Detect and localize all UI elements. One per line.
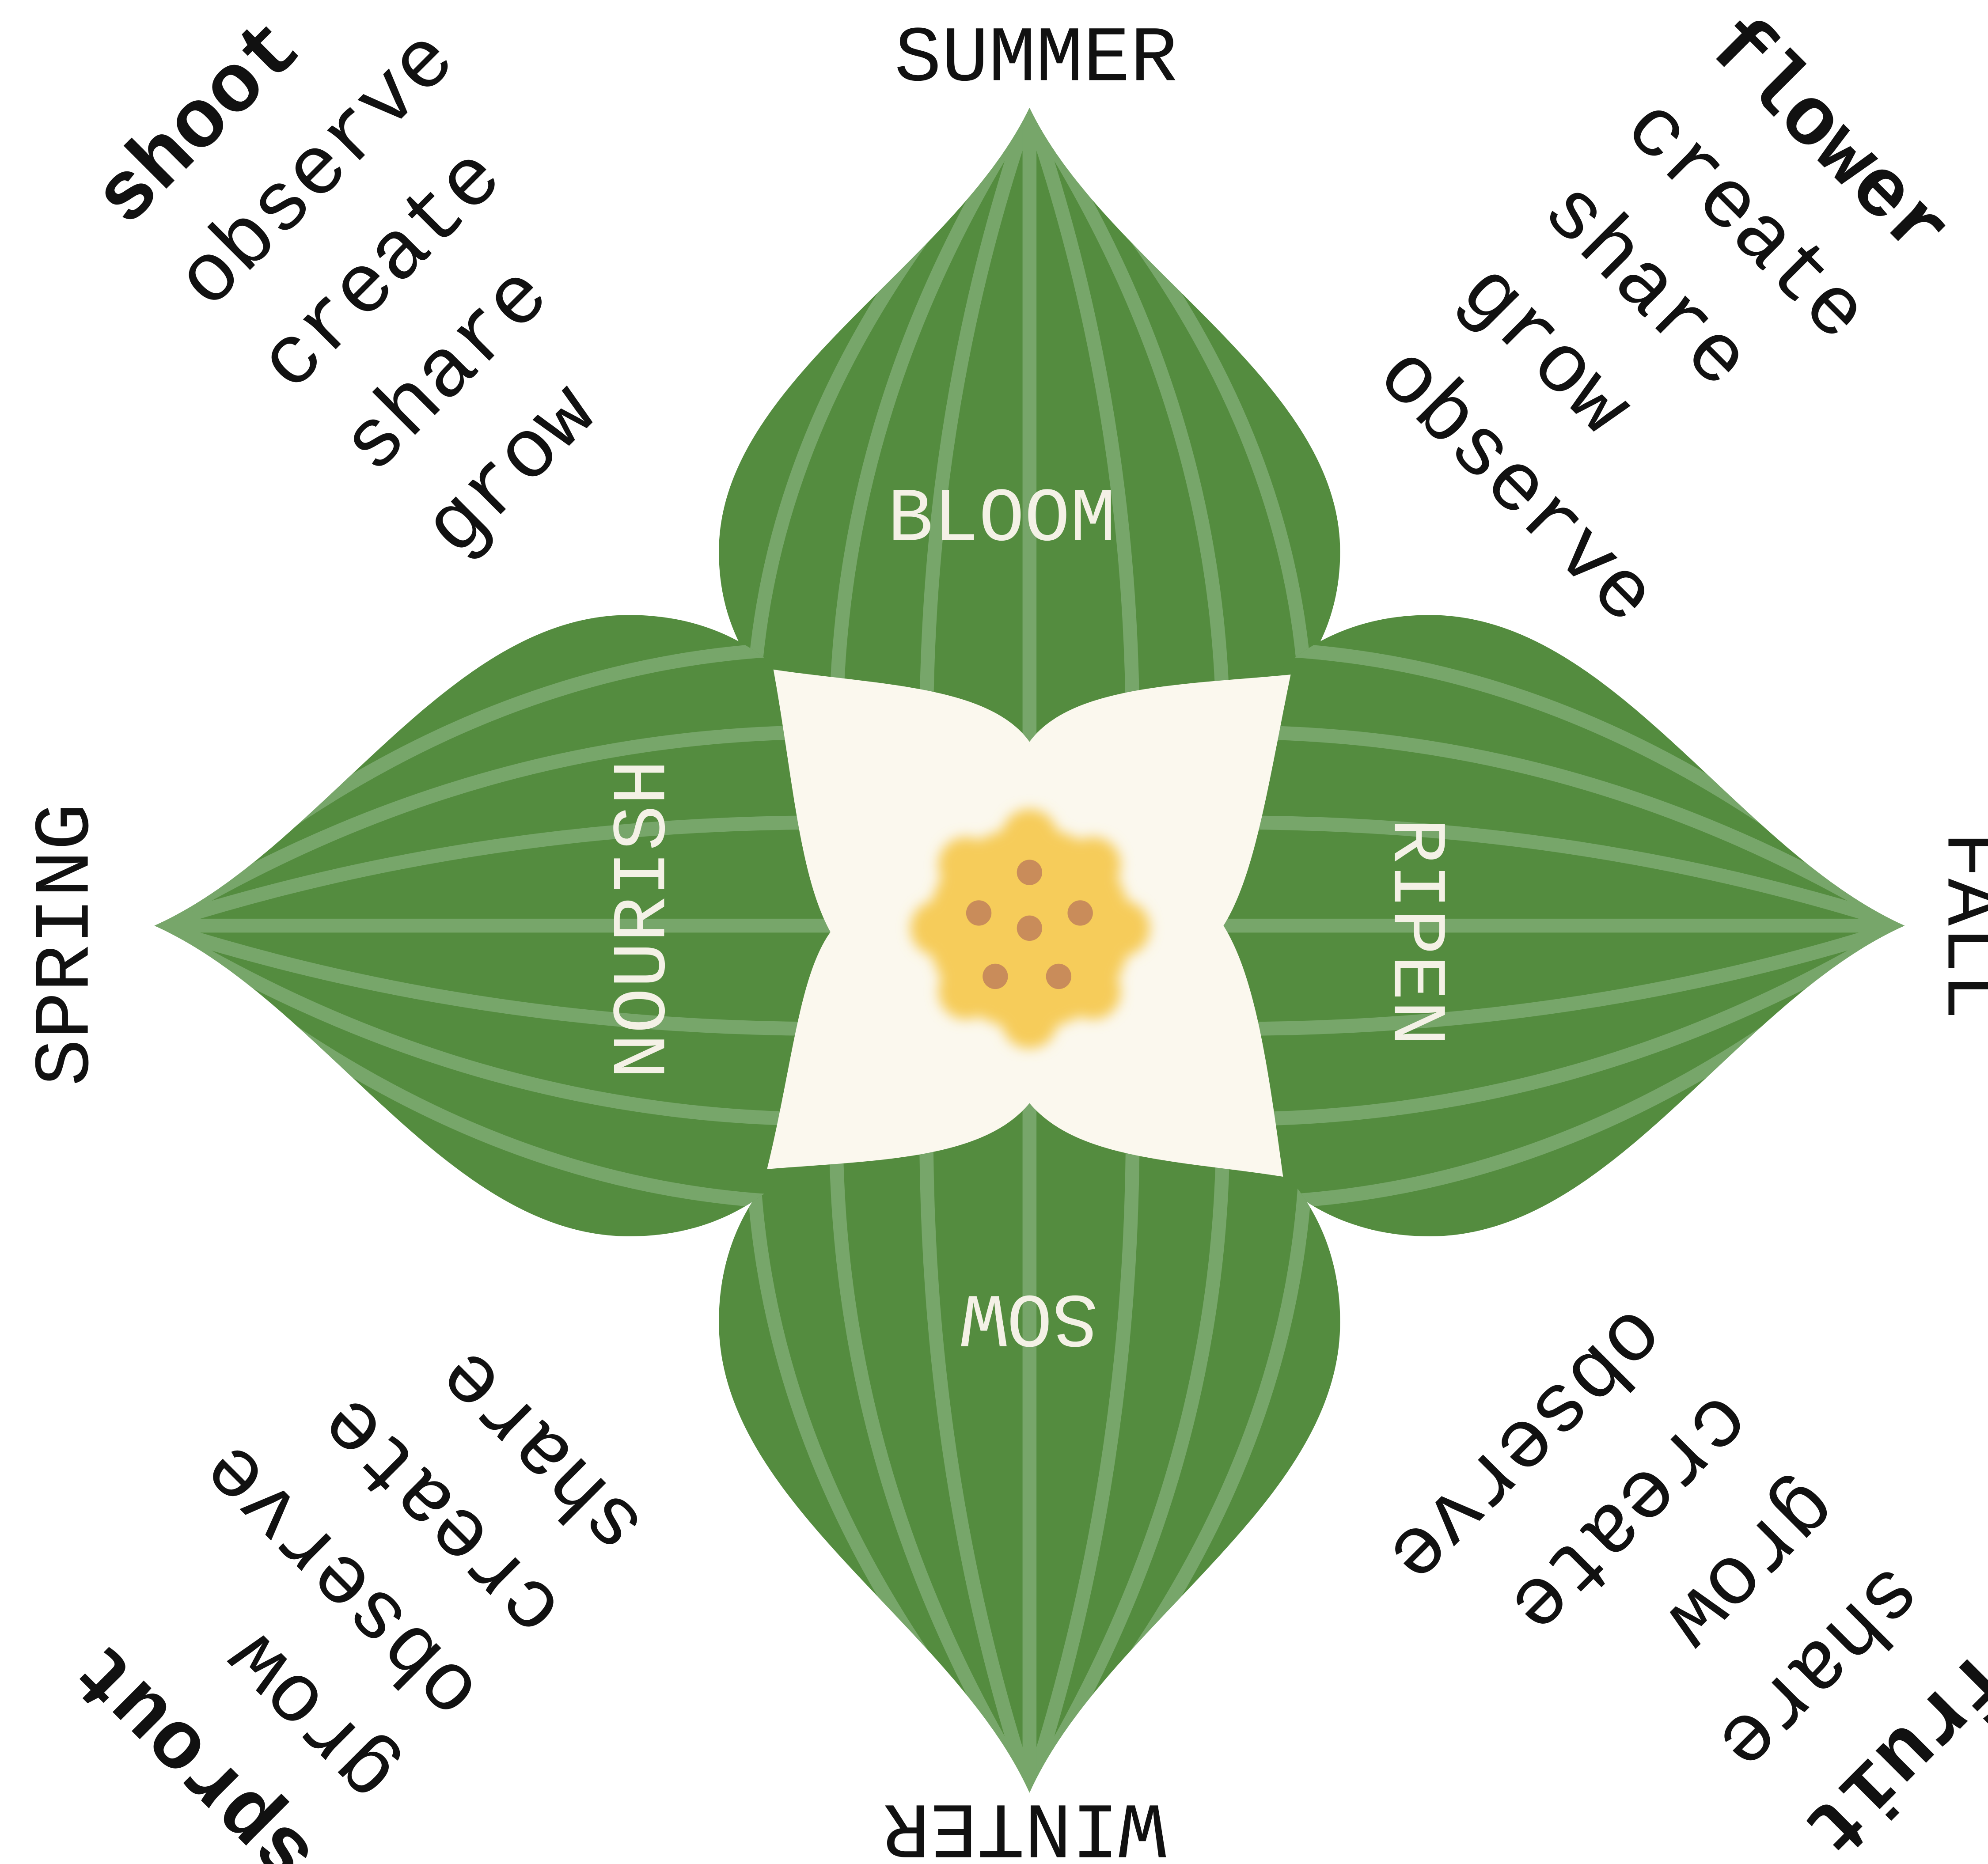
- leaf-label: BLOOM: [888, 477, 1116, 563]
- diagram: SUMMER SPRING FALL WINTER BLOOM NOURISH …: [0, 0, 1988, 1864]
- season-label: FALL: [1924, 831, 1988, 1020]
- season-label: SPRING: [23, 803, 112, 1086]
- leaf-label: SOW: [961, 1273, 1098, 1359]
- season-label: WINTER: [883, 1781, 1166, 1864]
- page: SUMMER SPRING FALL WINTER BLOOM NOURISH …: [0, 0, 1988, 1864]
- leaf-label: NOURISH: [601, 760, 687, 1079]
- season-label: SUMMER: [894, 15, 1177, 104]
- leaf-label: RIPEN: [1372, 818, 1458, 1046]
